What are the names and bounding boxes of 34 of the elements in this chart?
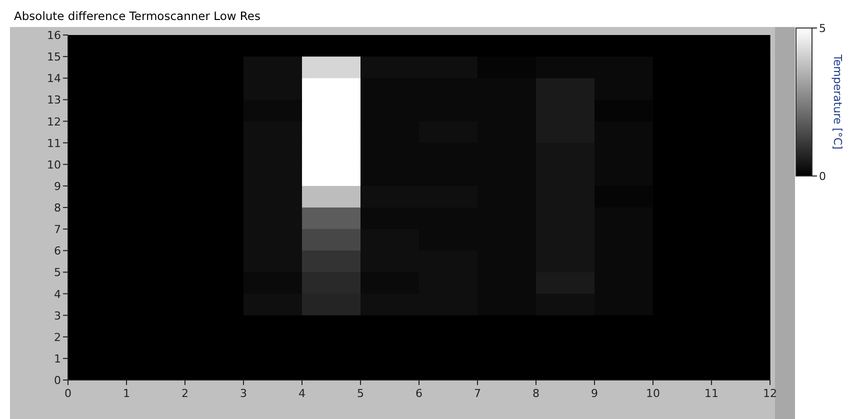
y-tick-label: 16	[47, 29, 61, 42]
color-bar-label: 5	[819, 22, 826, 35]
y-tick-label: 1	[54, 352, 61, 366]
x-tick-label: 3	[240, 387, 247, 400]
x-tick-label: 10	[646, 387, 660, 400]
x-tick-label: 7	[474, 387, 481, 400]
y-tick-label: 5	[54, 266, 61, 280]
x-tick-label: 5	[357, 387, 364, 400]
color-bar-title: Temperature [°C]	[831, 54, 844, 150]
x-tick-label: 8	[532, 387, 540, 400]
y-tick-label: 10	[47, 158, 61, 172]
x-tick-label: 12	[763, 387, 777, 400]
y-tick-label: 11	[47, 136, 61, 150]
y-tick-label: 2	[54, 330, 61, 344]
x-tick-label: 4	[298, 387, 306, 400]
y-tick-label: 4	[54, 288, 61, 301]
y-tick-label: 15	[47, 50, 61, 64]
chart-title: Absolute difference Termoscanner Low Res	[14, 9, 260, 23]
y-tick-label: 7	[54, 223, 61, 236]
x-tick-label: 2	[182, 387, 188, 400]
y-tick-label: 0	[54, 374, 61, 387]
y-tick-label: 8	[54, 202, 61, 214]
y-tick-label: 14	[47, 72, 61, 86]
x-tick-label: 11	[704, 387, 718, 400]
y-tick-label: 6	[54, 244, 61, 258]
y-tick-label: 3	[54, 309, 61, 322]
x-tick-label: 9	[591, 387, 598, 400]
y-tick-label: 12	[47, 115, 61, 128]
x-tick-label: 0	[64, 387, 72, 400]
x-tick-label: 1	[123, 387, 130, 400]
y-tick-label: 13	[47, 94, 61, 107]
y-tick-label: 9	[54, 180, 61, 193]
color-bar-label: 0	[819, 170, 826, 183]
x-tick-label: 6	[416, 387, 422, 400]
